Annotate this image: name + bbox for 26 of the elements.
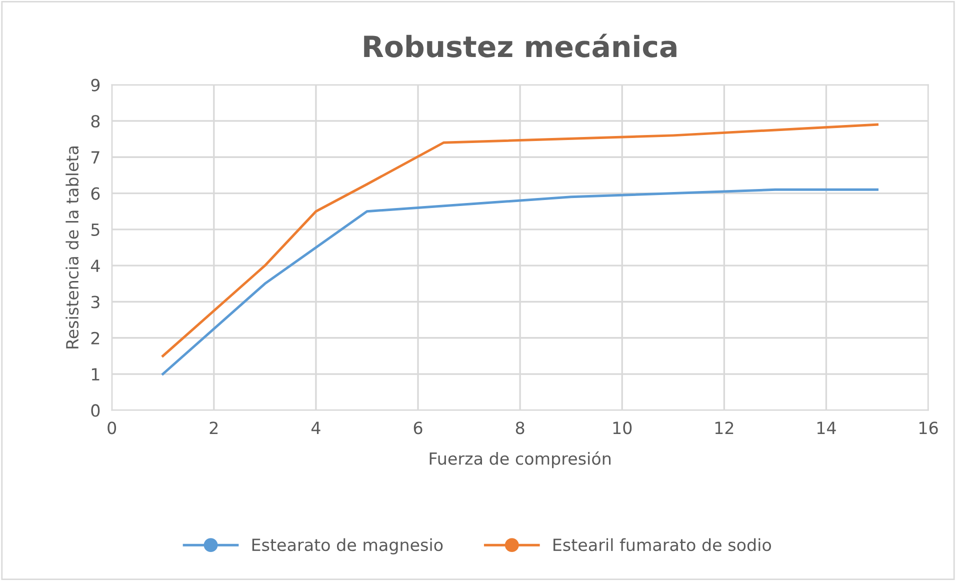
y-tick-label: 3	[91, 296, 100, 308]
line-series	[162, 188, 878, 376]
y-axis-title: Resistencia de la tableta	[66, 146, 79, 348]
x-tick-label: 10	[613, 422, 632, 434]
legend-label: Estearato de magnesio	[252, 538, 443, 554]
x-tick-label: 0	[108, 422, 116, 434]
chart-title: Robustez mecánica	[364, 34, 676, 58]
line-series	[162, 123, 878, 358]
y-tick-label: 9	[91, 78, 100, 92]
y-tick-label: 1	[92, 368, 100, 380]
y-tick-label: 2	[91, 332, 100, 344]
y-tick-label: 8	[91, 114, 100, 128]
y-tick-label: 6	[91, 187, 100, 200]
x-tick-label: 8	[516, 422, 524, 434]
x-tick-label: 4	[311, 422, 320, 434]
y-tick-label: 0	[91, 404, 100, 417]
x-tick-label: 12	[715, 422, 734, 434]
x-tick-label: 16	[920, 422, 938, 434]
x-axis-title: Fuerza de compresión	[430, 451, 611, 468]
x-tick-label: 14	[817, 422, 836, 434]
legend-label: Estearil fumarato de sodio	[554, 538, 771, 552]
y-tick-label: 4	[90, 260, 100, 272]
x-tick-label: 2	[210, 422, 218, 434]
x-tick-label: 6	[414, 422, 422, 434]
y-tick-label: 5	[91, 224, 100, 236]
y-tick-label: 7	[92, 151, 100, 164]
